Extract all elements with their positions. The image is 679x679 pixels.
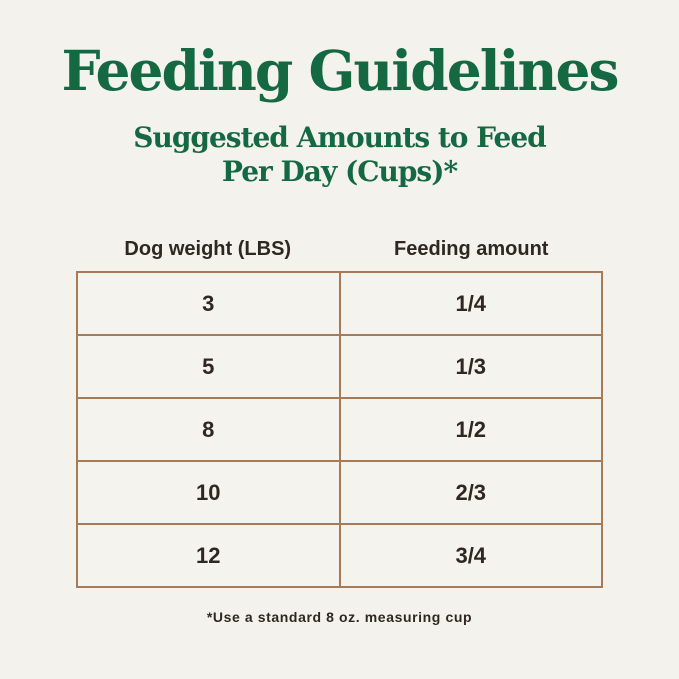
column-header-feeding-amount: Feeding amount xyxy=(394,238,549,260)
page-subtitle: Suggested Amounts to Feed Per Day (Cups)… xyxy=(0,121,679,189)
page-title: Feeding Guidelines xyxy=(61,38,619,103)
table-row: 10 2/3 xyxy=(76,460,603,525)
feeding-amount-cell: 1/2 xyxy=(338,397,603,462)
feeding-table-section: Dog weight (LBS) Feeding amount 3 1/4 5 … xyxy=(76,238,603,588)
column-header-dog-weight: Dog weight (LBS) xyxy=(124,238,292,260)
dog-weight-cell: 8 xyxy=(76,397,341,462)
table-column-headers: Dog weight (LBS) Feeding amount xyxy=(76,238,603,261)
dog-weight-cell: 3 xyxy=(76,271,341,336)
feeding-amount-cell: 1/3 xyxy=(338,334,603,399)
feeding-table: 3 1/4 5 1/3 8 1/2 10 2/3 12 3/4 xyxy=(76,271,603,588)
dog-weight-cell: 10 xyxy=(76,460,341,525)
feeding-amount-cell: 3/4 xyxy=(338,523,603,588)
subtitle-line-1: Suggested Amounts to Feed xyxy=(133,121,547,154)
table-row: 8 1/2 xyxy=(76,397,603,462)
dog-weight-cell: 12 xyxy=(76,523,341,588)
table-row: 5 1/3 xyxy=(76,334,603,399)
table-row: 12 3/4 xyxy=(76,523,603,588)
dog-weight-cell: 5 xyxy=(76,334,341,399)
feeding-amount-cell: 1/4 xyxy=(338,271,603,336)
feeding-amount-cell: 2/3 xyxy=(338,460,603,525)
measuring-cup-footnote: *Use a standard 8 oz. measuring cup xyxy=(206,609,473,625)
table-row: 3 1/4 xyxy=(76,271,603,336)
subtitle-line-2: Per Day (Cups)* xyxy=(221,155,458,188)
